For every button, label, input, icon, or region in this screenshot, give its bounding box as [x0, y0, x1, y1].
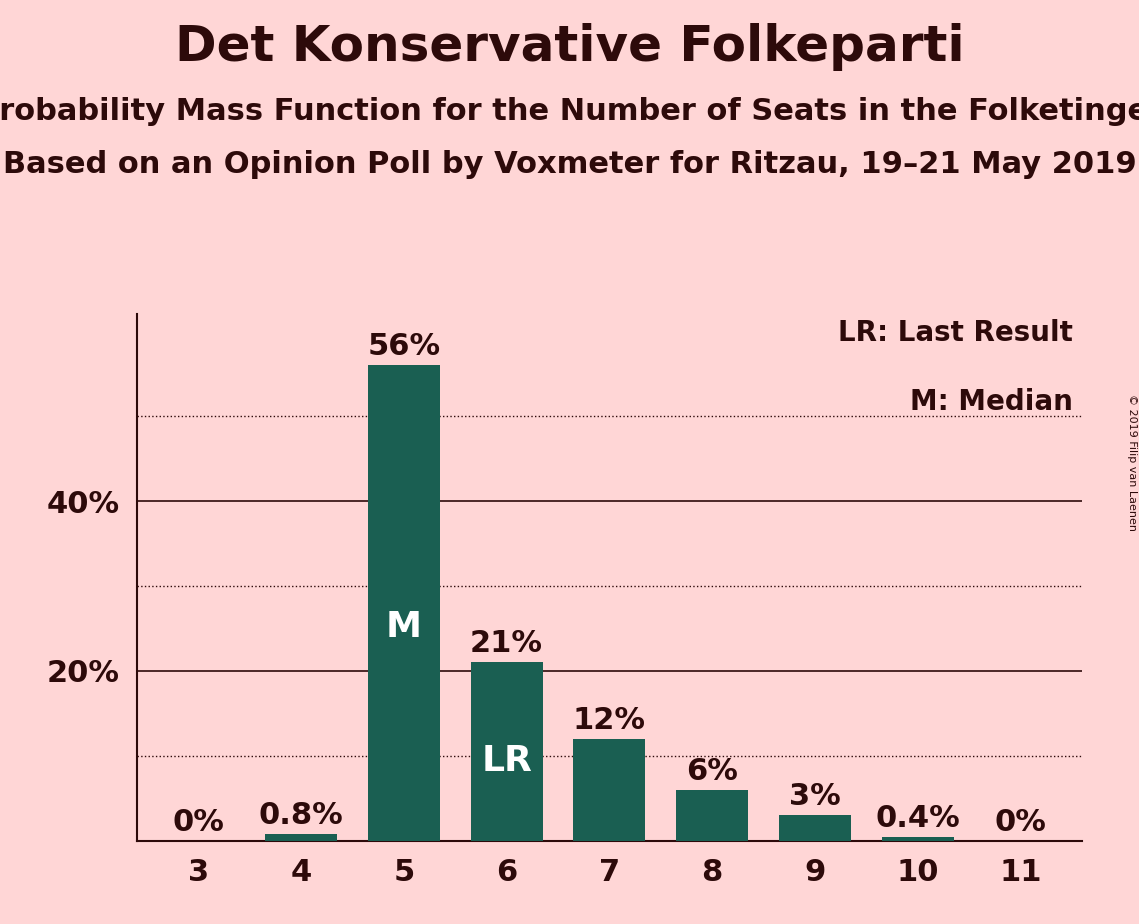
Text: 12%: 12%: [573, 706, 646, 735]
Text: 0.4%: 0.4%: [875, 804, 960, 833]
Text: Det Konservative Folkeparti: Det Konservative Folkeparti: [174, 23, 965, 71]
Text: Probability Mass Function for the Number of Seats in the Folketinget: Probability Mass Function for the Number…: [0, 97, 1139, 126]
Text: Based on an Opinion Poll by Voxmeter for Ritzau, 19–21 May 2019: Based on an Opinion Poll by Voxmeter for…: [2, 150, 1137, 178]
Bar: [368, 365, 440, 841]
Text: © 2019 Filip van Laenen: © 2019 Filip van Laenen: [1126, 394, 1137, 530]
Text: 21%: 21%: [470, 629, 543, 658]
Bar: [779, 815, 851, 841]
Text: 56%: 56%: [367, 332, 441, 361]
Text: 0%: 0%: [994, 808, 1047, 836]
Text: LR: LR: [481, 744, 532, 778]
Bar: [677, 790, 748, 841]
Text: LR: Last Result: LR: Last Result: [837, 320, 1073, 347]
Text: 6%: 6%: [686, 757, 738, 785]
Text: 0.8%: 0.8%: [259, 801, 344, 830]
Bar: [265, 834, 337, 841]
Text: M: Median: M: Median: [910, 388, 1073, 416]
Text: 0%: 0%: [172, 808, 224, 836]
Bar: [470, 663, 542, 841]
Text: 3%: 3%: [789, 782, 841, 811]
Text: M: M: [386, 610, 421, 644]
Bar: [882, 837, 953, 841]
Bar: [573, 739, 646, 841]
